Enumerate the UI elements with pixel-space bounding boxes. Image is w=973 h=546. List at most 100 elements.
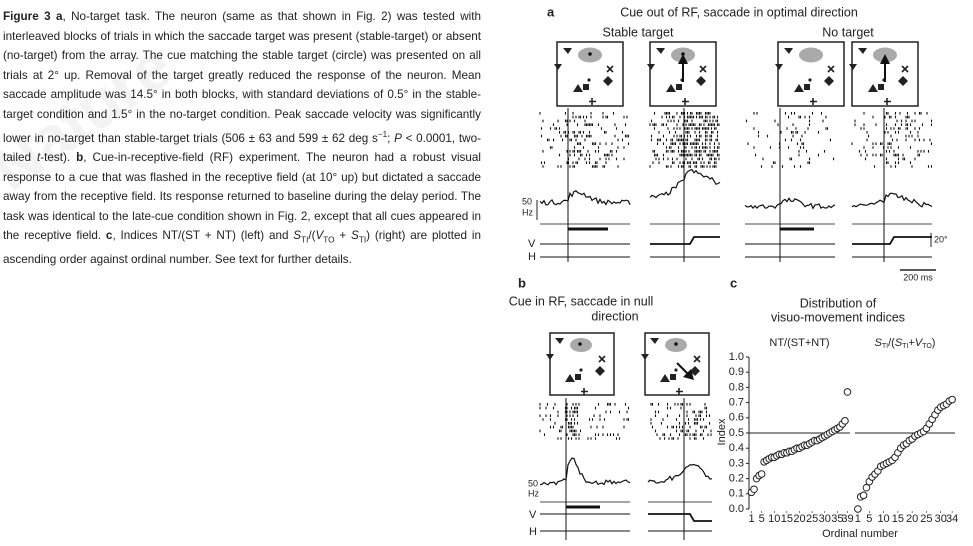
y-tick-label: 0.3	[729, 457, 744, 469]
y-tick-label: 0.1	[729, 488, 744, 500]
x-tick-label: 30	[819, 513, 831, 525]
text-run: /(	[308, 229, 316, 243]
text-run: +	[334, 229, 352, 243]
psth-unit: Hz	[522, 207, 533, 217]
text-run: S	[351, 229, 359, 243]
text-run: -test).	[40, 151, 77, 165]
x-tick-label: 34	[946, 513, 958, 525]
psth	[647, 463, 713, 484]
panel-title: visuo-movement indices	[771, 310, 905, 324]
x-tick-label: 35	[831, 513, 843, 525]
task-display	[774, 41, 845, 107]
point	[862, 483, 871, 492]
chart-title: NT/(ST+NT)	[769, 337, 829, 349]
x-tick-label: 25	[920, 513, 932, 525]
figure-caption: Figure 3 a, No-target task. The neuron (…	[3, 7, 481, 270]
text-run: TI	[902, 343, 908, 350]
x-tick-label: 15	[781, 513, 793, 525]
x-tick-label: 10	[768, 513, 780, 525]
point	[757, 470, 766, 478]
text-run: ;	[387, 131, 395, 145]
point	[750, 485, 758, 494]
text-run: TI	[882, 343, 888, 350]
raster	[539, 112, 630, 168]
text-run: S	[895, 337, 903, 349]
psth	[539, 190, 631, 206]
x-tick-label: 39	[841, 513, 853, 525]
text-run: < 0.0001, two-tailed	[3, 131, 481, 165]
text-run: V	[915, 337, 924, 349]
panel-label: c	[730, 275, 737, 290]
x-tick-label: 25	[806, 513, 818, 525]
point	[859, 491, 868, 500]
text-run: )	[932, 337, 936, 349]
point	[854, 505, 862, 513]
position-scale: 20°	[934, 234, 948, 244]
psth	[744, 197, 836, 210]
time-scale: 200 ms	[903, 272, 933, 282]
task-display	[848, 41, 919, 107]
text-run: , No-target task. The neuron (same as th…	[3, 10, 481, 145]
y-tick-label: 1.0	[729, 351, 744, 363]
y-tick-label: 0.7	[729, 397, 744, 409]
text-run: −1	[377, 129, 388, 139]
y-tick-label: 0.2	[729, 473, 744, 485]
trace-label: H	[528, 251, 536, 263]
text-run: +	[908, 337, 914, 349]
text-run: t	[36, 151, 41, 165]
panel-title: Cue in RF, saccade in null	[509, 294, 654, 308]
psth-scale: 50	[528, 478, 538, 488]
x-tick-label: 1	[855, 513, 861, 525]
point	[948, 395, 956, 404]
psth	[649, 168, 721, 199]
text-run: , Cue-in-receptive-field (RF) experiment…	[3, 151, 481, 243]
text-run: P	[394, 131, 402, 145]
point	[841, 417, 849, 425]
panel-label: a	[547, 4, 555, 19]
x-tick-label: 20	[906, 513, 918, 525]
y-tick-label: 0.6	[729, 412, 744, 424]
x-tick-label: 5	[759, 513, 765, 525]
panel-label: b	[518, 275, 526, 290]
x-tick-label: 20	[793, 513, 805, 525]
text-run: , Indices NT/(ST + NT) (left) and	[112, 229, 294, 243]
panel-title: Cue out of RF, saccade in optimal direct…	[620, 5, 858, 19]
y-tick-label: 0.9	[729, 366, 744, 378]
x-tick-label: 15	[892, 513, 904, 525]
text-run: c	[105, 229, 113, 243]
psth-unit: Hz	[528, 488, 539, 498]
y-tick-label: 0.8	[729, 381, 744, 393]
text-run: TO	[323, 235, 335, 245]
task-display	[640, 332, 710, 396]
chart-title: STI/(STI+VTO)	[875, 337, 936, 350]
condition-label: No target	[822, 25, 874, 39]
text-run: /(	[888, 337, 895, 349]
psth	[851, 192, 933, 208]
y-tick-label: 0.0	[729, 503, 744, 515]
text-run: ) (right) are plotted in ascending order…	[3, 229, 481, 267]
raster	[851, 112, 933, 168]
trace-label: V	[528, 238, 536, 250]
panel-title: direction	[591, 309, 638, 323]
x-axis-label: Ordinal number	[822, 528, 898, 540]
psth	[539, 457, 631, 486]
task-display	[553, 41, 624, 107]
x-tick-label: 1	[748, 513, 754, 525]
v-trace	[650, 236, 720, 245]
x-tick-label: 30	[935, 513, 947, 525]
text-run: S	[875, 337, 883, 349]
text-run: NT/(ST+NT)	[769, 337, 829, 349]
task-display	[646, 41, 717, 107]
v-trace	[852, 236, 932, 245]
text-run: S	[293, 229, 302, 243]
trace-label: H	[529, 526, 537, 538]
text-run: Figure 3 a	[3, 10, 63, 23]
text-run: TI	[358, 235, 367, 245]
task-display	[545, 332, 615, 396]
y-tick-label: 0.5	[729, 427, 744, 439]
raster	[539, 403, 630, 440]
text-run: V	[315, 229, 324, 243]
